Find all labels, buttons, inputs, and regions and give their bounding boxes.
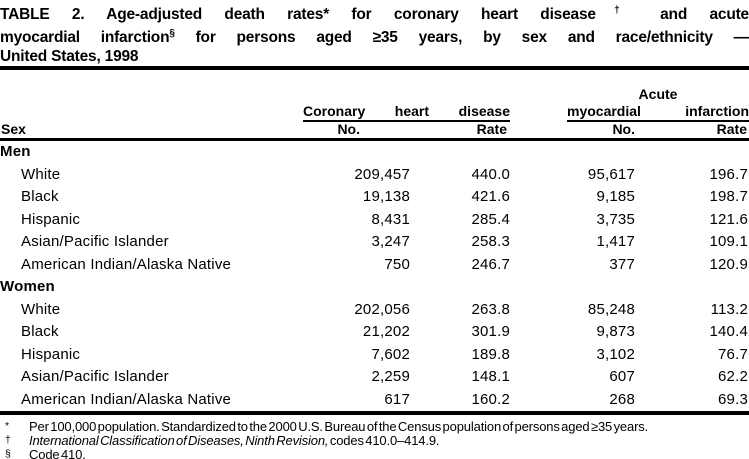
- column-header-row: Sex No. Rate No. Rate: [0, 121, 749, 138]
- chd-rate-cell: 189.8: [471, 345, 510, 363]
- row-label: American Indian/Alaska Native: [21, 390, 232, 408]
- coronary-heart-disease-group-header: Coronary heart disease: [303, 103, 510, 123]
- chd-rate-cell: 148.1: [471, 368, 510, 386]
- ami-no-cell: 377: [609, 255, 635, 273]
- footnotes: * Per 100,000 population. Standardized to…: [0, 415, 749, 459]
- chd-rate-column-header: Rate: [476, 121, 507, 138]
- ami-no-cell: 9,185: [596, 188, 635, 206]
- ami-rate-cell: 121.6: [709, 210, 748, 228]
- ami-rate-cell: 109.1: [709, 233, 748, 251]
- ami-rate-cell: 120.9: [709, 255, 748, 273]
- ami-no-column-header: No.: [612, 121, 635, 138]
- section-header-men: Men: [0, 141, 749, 164]
- table-row: Asian/Pacific Islander 3,247 258.3 1,417…: [0, 231, 749, 254]
- row-label: Black: [21, 323, 59, 341]
- row-label: White: [21, 165, 61, 183]
- chd-no-cell: 21,202: [362, 323, 410, 341]
- chd-rate-cell: 258.3: [471, 233, 510, 251]
- ami-rate-cell: 196.7: [709, 165, 748, 183]
- chd-no-cell: 209,457: [354, 165, 410, 183]
- title-line-1: TABLE 2. Age-adjusted death rates* for c…: [0, 1, 749, 24]
- footnote-text: Code 410.: [29, 447, 86, 459]
- chd-rate-cell: 440.0: [471, 165, 510, 183]
- footnote-asterisk: * Per 100,000 population. Standardized to…: [4, 420, 749, 434]
- row-label: Asian/Pacific Islander: [21, 233, 169, 251]
- row-label: Asian/Pacific Islander: [21, 368, 169, 386]
- table-body: Men White 209,457 440.0 95,617 196.7 Bla…: [0, 141, 749, 416]
- table-row: Asian/Pacific Islander 2,259 148.1 607 6…: [0, 366, 749, 389]
- ami-no-cell: 9,873: [596, 323, 635, 341]
- title-line-2: myocardial infarction§ for persons aged …: [0, 24, 749, 47]
- chd-no-cell: 3,247: [371, 233, 410, 251]
- dagger-footnote-marker: †: [595, 5, 638, 16]
- chd-no-cell: 750: [384, 255, 410, 273]
- row-label: Hispanic: [21, 210, 81, 228]
- sex-column-header: Sex: [1, 121, 26, 138]
- chd-no-cell: 19,138: [362, 188, 410, 206]
- footnote-italic-text: International Classification of Diseases…: [29, 433, 329, 449]
- row-label: Hispanic: [21, 345, 81, 363]
- title-text: for persons aged ≥35 years, by sex and r…: [174, 29, 749, 47]
- table-row: American Indian/Alaska Native 750 246.7 …: [0, 254, 749, 277]
- ami-rate-cell: 62.2: [718, 368, 748, 386]
- section-label: Women: [0, 278, 55, 296]
- row-label: Black: [21, 188, 59, 206]
- dagger-footnote-marker: †: [5, 434, 11, 447]
- table-row: American Indian/Alaska Native 617 160.2 …: [0, 389, 749, 412]
- footnote-section: § Code 410.: [4, 448, 749, 459]
- chd-no-cell: 7,602: [371, 345, 410, 363]
- table-row: White 202,056 263.8 85,248 113.2: [0, 299, 749, 322]
- chd-rate-cell: 301.9: [471, 323, 510, 341]
- table-row: White 209,457 440.0 95,617 196.7: [0, 164, 749, 187]
- ami-rate-column-header: Rate: [716, 121, 747, 138]
- chd-no-column-header: No.: [337, 121, 360, 138]
- row-label: American Indian/Alaska Native: [21, 255, 232, 273]
- ami-rate-cell: 198.7: [709, 188, 748, 206]
- ami-no-cell: 3,735: [596, 210, 635, 228]
- chd-rate-cell: 285.4: [471, 210, 510, 228]
- table-row: Hispanic 7,602 189.8 3,102 76.7: [0, 344, 749, 367]
- chd-rate-cell: 263.8: [471, 300, 510, 318]
- chd-rate-cell: 421.6: [471, 188, 510, 206]
- ami-no-cell: 95,617: [587, 165, 635, 183]
- ami-no-cell: 607: [609, 368, 635, 386]
- table-row: Black 19,138 421.6 9,185 198.7: [0, 186, 749, 209]
- chd-no-cell: 8,431: [371, 210, 410, 228]
- group-label-line1: Acute: [638, 86, 678, 103]
- chd-no-cell: 2,259: [371, 368, 410, 386]
- ami-no-cell: 268: [609, 390, 635, 408]
- title-text: myocardial infarction: [0, 29, 170, 47]
- title-text: and acute: [637, 6, 749, 24]
- footnote-text: codes 410.0–414.9.: [328, 433, 440, 449]
- ami-rate-cell: 140.4: [709, 323, 748, 341]
- ami-no-cell: 85,248: [587, 300, 635, 318]
- table-row: Hispanic 8,431 285.4 3,735 121.6: [0, 209, 749, 232]
- ami-rate-cell: 76.7: [718, 345, 748, 363]
- ami-rate-cell: 113.2: [710, 300, 748, 318]
- chd-no-cell: 202,056: [354, 300, 410, 318]
- group-label: Coronary heart disease: [303, 103, 510, 120]
- chd-rate-cell: 160.2: [471, 390, 510, 408]
- asterisk-footnote-marker: *: [5, 420, 10, 433]
- section-footnote-marker: §: [5, 448, 11, 459]
- table-row: Black 21,202 301.9 9,873 140.4: [0, 321, 749, 344]
- title-line-3: United States, 1998: [0, 48, 139, 66]
- acute-myocardial-infarction-group-header: Acute myocardial infarction: [567, 86, 749, 123]
- chd-no-cell: 617: [384, 390, 410, 408]
- chd-rate-cell: 246.7: [471, 255, 510, 273]
- table-title: TABLE 2. Age-adjusted death rates* for c…: [0, 0, 749, 71]
- footnote-text: Per 100,000 population. Standardized to …: [29, 419, 649, 435]
- section-label: Men: [0, 143, 31, 161]
- ami-no-cell: 1,417: [596, 233, 635, 251]
- footnote-dagger: † International Classification of Disease…: [4, 434, 749, 448]
- title-text: TABLE 2. Age-adjusted death rates* for c…: [0, 6, 596, 24]
- ami-no-cell: 3,102: [596, 345, 635, 363]
- section-footnote-marker: §: [169, 28, 175, 40]
- row-label: White: [21, 300, 61, 318]
- section-header-women: Women: [0, 276, 749, 299]
- ami-rate-cell: 69.3: [718, 390, 748, 408]
- table-header: Coronary heart disease Acute myocardial …: [0, 70, 749, 142]
- group-label-line2: myocardial infarction: [567, 103, 749, 120]
